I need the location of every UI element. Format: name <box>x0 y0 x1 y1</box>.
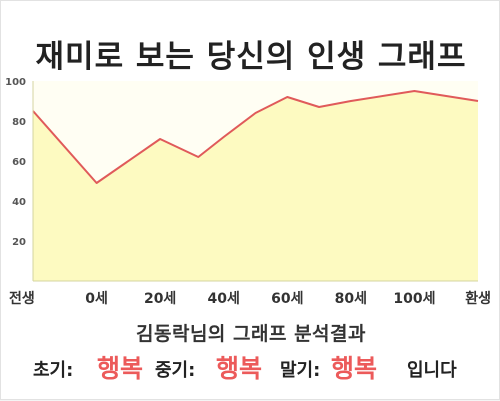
y-tick-label: 100 <box>5 77 26 88</box>
x-tick-label: 100세 <box>393 291 435 307</box>
x-tick-label: 40세 <box>208 291 240 307</box>
y-tick-label: 40 <box>12 197 26 208</box>
mid-label: 중기: <box>155 360 196 381</box>
x-tick-label: 전생 <box>9 290 35 307</box>
x-tick-label: 60세 <box>271 291 303 307</box>
early-label: 초기: <box>33 360 74 381</box>
analysis-subtitle: 김동락님의 그래프 분석결과 <box>136 323 366 345</box>
x-tick-label: 0세 <box>85 291 108 307</box>
x-tick-label: 20세 <box>144 291 176 307</box>
early-value: 행복 <box>97 354 144 383</box>
closing-text: 입니다 <box>407 360 457 381</box>
late-value: 행복 <box>331 354 378 383</box>
late-label: 말기: <box>280 360 321 381</box>
y-tick-label: 60 <box>12 157 26 168</box>
life-line <box>32 90 479 184</box>
mid-value: 행복 <box>216 354 263 383</box>
x-tick-label: 80세 <box>335 291 367 307</box>
analysis-summary: 초기: 행복 중기: 행복 말기: 행복 입니다 <box>1 344 500 384</box>
page-title: 재미로 보는 당신의 인생 그래프 <box>35 39 467 75</box>
area-fill <box>33 91 478 281</box>
y-tick-label: 80 <box>12 117 26 128</box>
x-tick-label: 환생 <box>465 290 491 307</box>
y-tick-label: 20 <box>12 237 26 248</box>
